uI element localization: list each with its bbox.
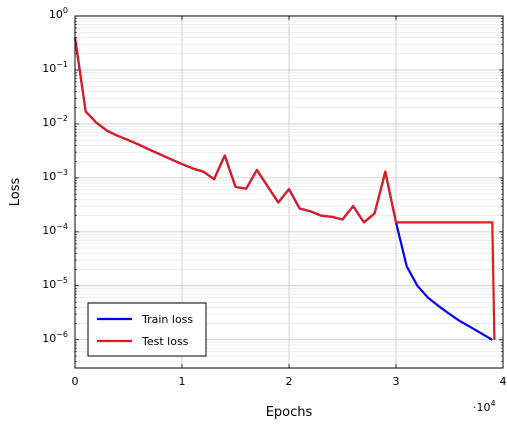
x-tick-label: 1 <box>179 375 186 388</box>
legend-label-train: Train loss <box>141 313 193 326</box>
y-tick-label: 100 <box>49 6 68 21</box>
legend-box <box>87 302 207 357</box>
x-axis-label: Epochs <box>266 405 313 420</box>
series-layer <box>73 37 496 341</box>
legend: Train loss Test loss <box>87 302 207 357</box>
x-scale-factor: ·104 <box>473 399 496 414</box>
x-tick-label: 0 <box>72 375 79 388</box>
x-scale-exponent: 4 <box>491 399 496 408</box>
y-tick-label: 10−3 <box>42 168 68 183</box>
y-tick-label: 10−4 <box>42 222 68 237</box>
x-tick-label: 2 <box>286 375 293 388</box>
axis-ticks: 0 1 2 3 4 100 10−1 10−2 10−3 10−4 10−5 10−6 <box>42 6 506 388</box>
y-tick-label: 10−2 <box>42 114 68 129</box>
legend-label-test: Test loss <box>141 335 189 348</box>
x-tick-label: 4 <box>500 375 507 388</box>
x-tick-label: 3 <box>393 375 400 388</box>
y-tick-label: 10−1 <box>42 60 68 75</box>
series-line-test <box>73 37 496 340</box>
x-scale-base: ·10 <box>473 401 491 414</box>
y-tick-label: 10−6 <box>42 330 68 345</box>
y-tick-label: 10−5 <box>42 276 68 291</box>
y-axis-label: Loss <box>8 178 23 207</box>
